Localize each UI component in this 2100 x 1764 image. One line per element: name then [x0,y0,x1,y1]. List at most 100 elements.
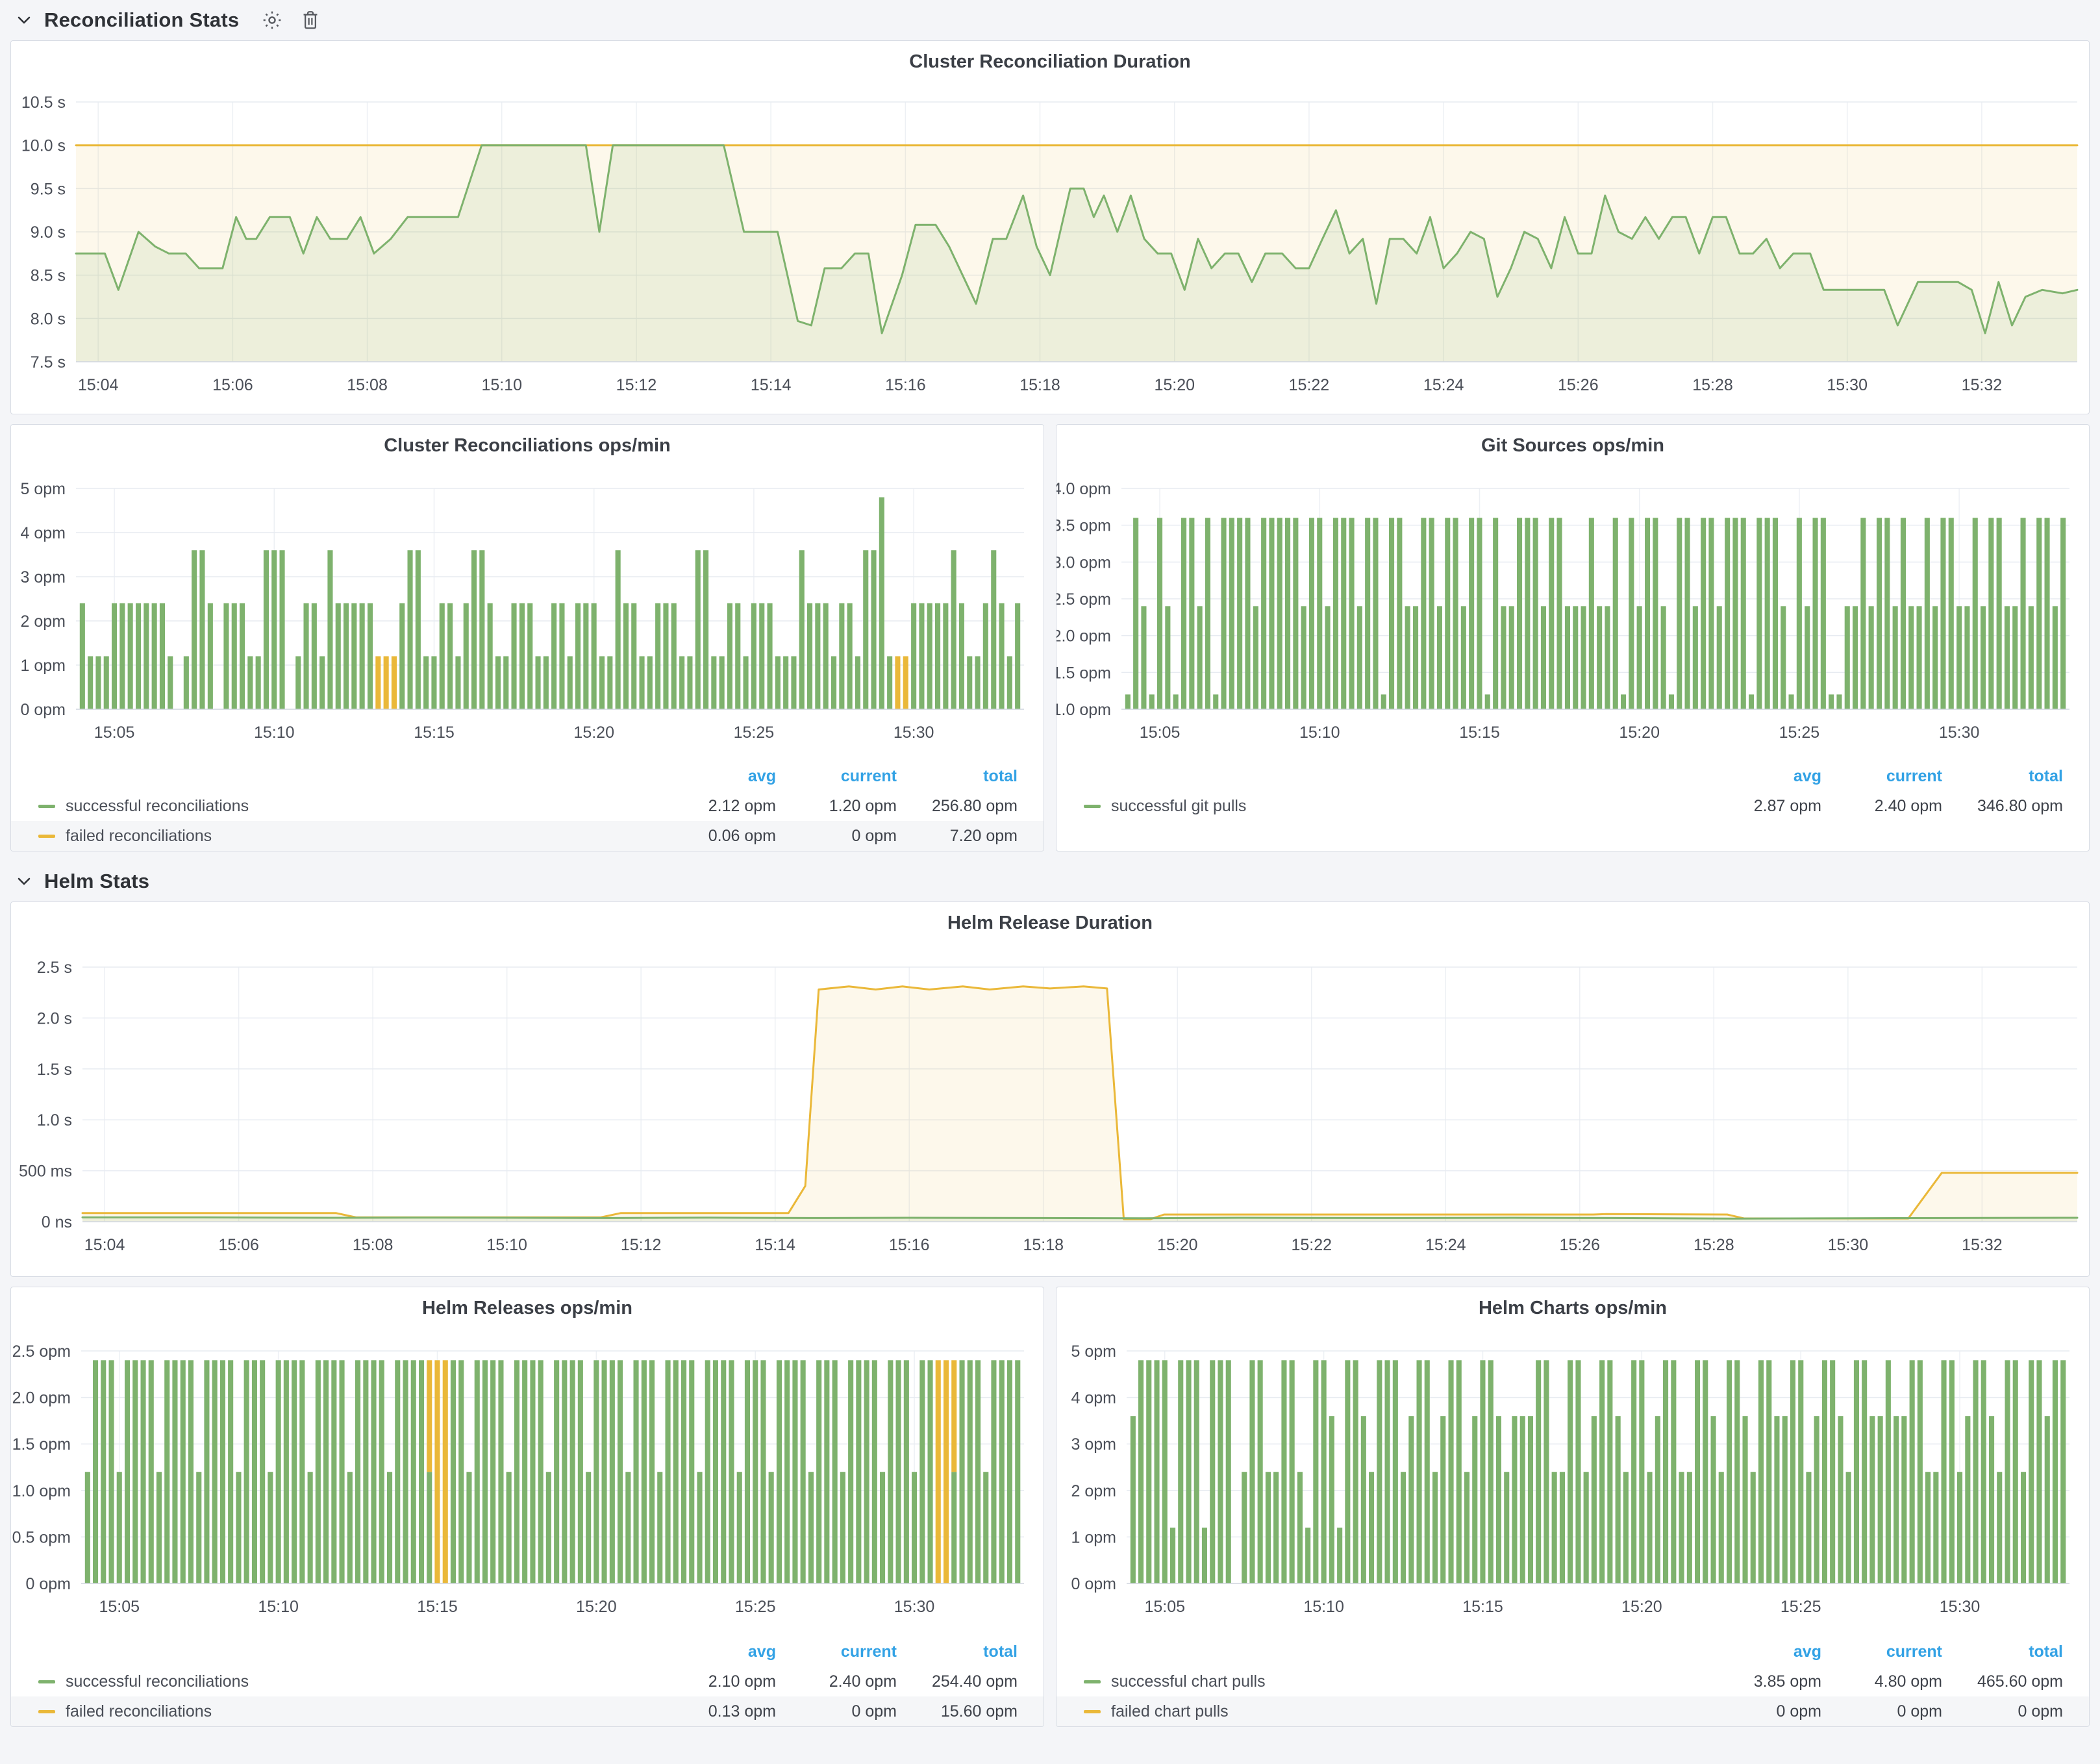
legend-sort-total[interactable]: total [2029,1642,2063,1661]
legend-value-current: 4.80 opm [1874,1672,1942,1691]
x-axis-tick: 15:30 [894,724,934,742]
legend-value-total: 346.80 opm [1977,796,2063,815]
legend-sort-total[interactable]: total [2029,766,2063,785]
x-axis-tick: 15:15 [1459,724,1500,742]
y-axis-tick: 0 ns [42,1213,72,1231]
y-axis-tick: 5 opm [1071,1342,1116,1361]
series-label[interactable]: failed reconciliations [66,1702,212,1720]
x-axis-tick: 15:20 [1621,1598,1662,1616]
cluster-reconciliation-duration-chart[interactable]: 7.5 s 8.0 s 8.5 s 9.0 s 9.5 s 10.0 s 10.5 s 15:… [11,77,2088,414]
legend-sort-current[interactable]: current [1886,1642,1942,1661]
x-axis-tick: 15:10 [254,724,295,742]
x-axis-tick: 15:25 [735,1598,776,1616]
x-axis-tick: 15:06 [218,1236,259,1254]
series-label[interactable]: failed reconciliations [66,826,212,845]
x-axis-tick: 15:05 [94,724,135,742]
legend-value-current: 0 opm [1897,1702,1942,1720]
x-axis-tick: 15:04 [78,376,119,394]
x-axis-tick: 15:30 [1939,724,1980,742]
legend-header: avg current total [11,761,1044,791]
x-axis-tick: 15:16 [889,1236,930,1254]
cluster-reconciliations-chart[interactable]: 0 opm 1 opm 2 opm 3 opm 4 opm 5 opm 15:05 15:10… [11,461,1042,759]
x-axis-tick: 15:05 [1140,724,1181,742]
x-axis-tick: 15:18 [1023,1236,1064,1254]
legend-row: failed chart pulls 0 opm 0 opm 0 opm [1056,1696,2089,1726]
x-axis-tick: 15:20 [1619,724,1660,742]
legend-row: successful reconciliations 2.10 opm 2.40 o… [11,1667,1044,1696]
y-axis-tick: 1.5 s [37,1061,72,1079]
series-label[interactable]: successful chart pulls [1111,1672,1266,1691]
series-label[interactable]: failed chart pulls [1111,1702,1229,1720]
series-swatch [38,1709,55,1713]
series-swatch [38,1680,55,1683]
series-label[interactable]: successful git pulls [1111,796,1247,815]
panel-title: Git Sources ops/min [1481,435,1664,456]
panel-cluster-reconciliations-opm: Cluster Reconciliations ops/min 0 opm 1 o… [10,424,1044,851]
x-axis-tick: 15:24 [1423,376,1464,394]
x-axis-tick: 15:26 [1560,1236,1601,1254]
y-axis-tick: 0 opm [26,1575,71,1593]
legend-sort-current[interactable]: current [840,1642,897,1661]
helm-releases-chart[interactable]: 0 opm 0.5 opm 1.0 opm 1.5 opm 2.0 opm 2.5 opm… [11,1324,1042,1634]
x-axis-tick: 15:15 [1462,1598,1503,1616]
git-sources-chart[interactable]: 1.0 opm 1.5 opm 2.0 opm 2.5 opm 3.0 opm 3.5 o… [1056,461,2088,759]
x-axis-tick: 15:28 [1692,376,1733,394]
legend-sort-current[interactable]: current [840,766,897,785]
x-axis-tick: 15:30 [1827,376,1868,394]
x-axis-tick: 15:20 [576,1598,617,1616]
series-label[interactable]: successful reconciliations [66,796,249,815]
legend-value-total: 0 opm [2018,1702,2063,1720]
x-axis-tick: 15:10 [486,1236,527,1254]
legend-value-total: 254.40 opm [931,1672,1018,1691]
legend-sort-avg[interactable]: avg [747,766,776,785]
y-axis-tick: 2.5 opm [12,1342,71,1361]
x-axis-tick: 15:30 [1828,1236,1869,1254]
x-axis-tick: 15:25 [1779,724,1820,742]
legend-sort-avg[interactable]: avg [1793,1642,1821,1661]
x-axis-tick: 15:26 [1558,376,1599,394]
series-swatch [1084,1680,1101,1683]
x-axis-tick: 15:18 [1019,376,1060,394]
x-axis-tick: 15:14 [751,376,792,394]
legend-sort-total[interactable]: total [983,766,1018,785]
x-axis-tick: 15:20 [1154,376,1195,394]
panel-title: Helm Charts ops/min [1478,1298,1668,1318]
x-axis-tick: 15:32 [1962,376,2003,394]
y-axis-tick: 2.5 opm [1056,590,1111,609]
y-axis-tick: 0 opm [1071,1575,1116,1593]
y-axis-tick: 2 opm [21,612,66,631]
y-axis-tick: 9.5 s [31,180,66,198]
y-axis-tick: 2.0 opm [1056,627,1111,646]
x-axis-tick: 15:22 [1289,376,1330,394]
x-axis-tick: 15:08 [353,1236,394,1254]
y-axis-tick: 2.5 s [37,959,72,977]
y-axis-tick: 3 opm [21,568,66,586]
helm-release-duration-chart[interactable]: 0 ns 500 ms 1.0 s 1.5 s 2.0 s 2.5 s 15:04 15:06… [11,939,2088,1276]
legend-value-total: 465.60 opm [1977,1672,2063,1691]
legend-sort-current[interactable]: current [1886,766,1942,785]
panel-title: Helm Releases ops/min [422,1298,632,1318]
x-axis-tick: 15:24 [1425,1236,1466,1254]
y-axis-tick: 0 opm [21,701,66,719]
y-axis-tick: 2.0 opm [12,1389,71,1407]
gear-icon[interactable] [261,9,283,31]
legend-value-avg: 0.13 opm [708,1702,776,1720]
section-header-reconciliation-stats[interactable]: Reconciliation Stats [10,0,2090,40]
legend-sort-total[interactable]: total [983,1642,1018,1661]
trash-icon[interactable] [300,9,321,31]
section-title: Reconciliation Stats [44,8,240,31]
legend-header: avg current total [1056,761,2089,791]
x-axis-tick: 15:10 [258,1598,299,1616]
x-axis-tick: 15:30 [894,1598,935,1616]
y-axis-tick: 1.0 opm [12,1482,71,1500]
legend-sort-avg[interactable]: avg [1793,766,1821,785]
section-header-helm-stats[interactable]: Helm Stats [10,861,2090,901]
y-axis-tick: 2.0 s [37,1009,72,1027]
legend-sort-avg[interactable]: avg [747,1642,776,1661]
chevron-down-icon[interactable] [17,877,31,886]
legend-value-avg: 0 opm [1776,1702,1821,1720]
series-label[interactable]: successful reconciliations [66,1672,249,1691]
helm-charts-chart[interactable]: 0 opm 1 opm 2 opm 3 opm 4 opm 5 opm 15:05 15:10… [1056,1324,2088,1634]
chevron-down-icon[interactable] [17,16,31,25]
